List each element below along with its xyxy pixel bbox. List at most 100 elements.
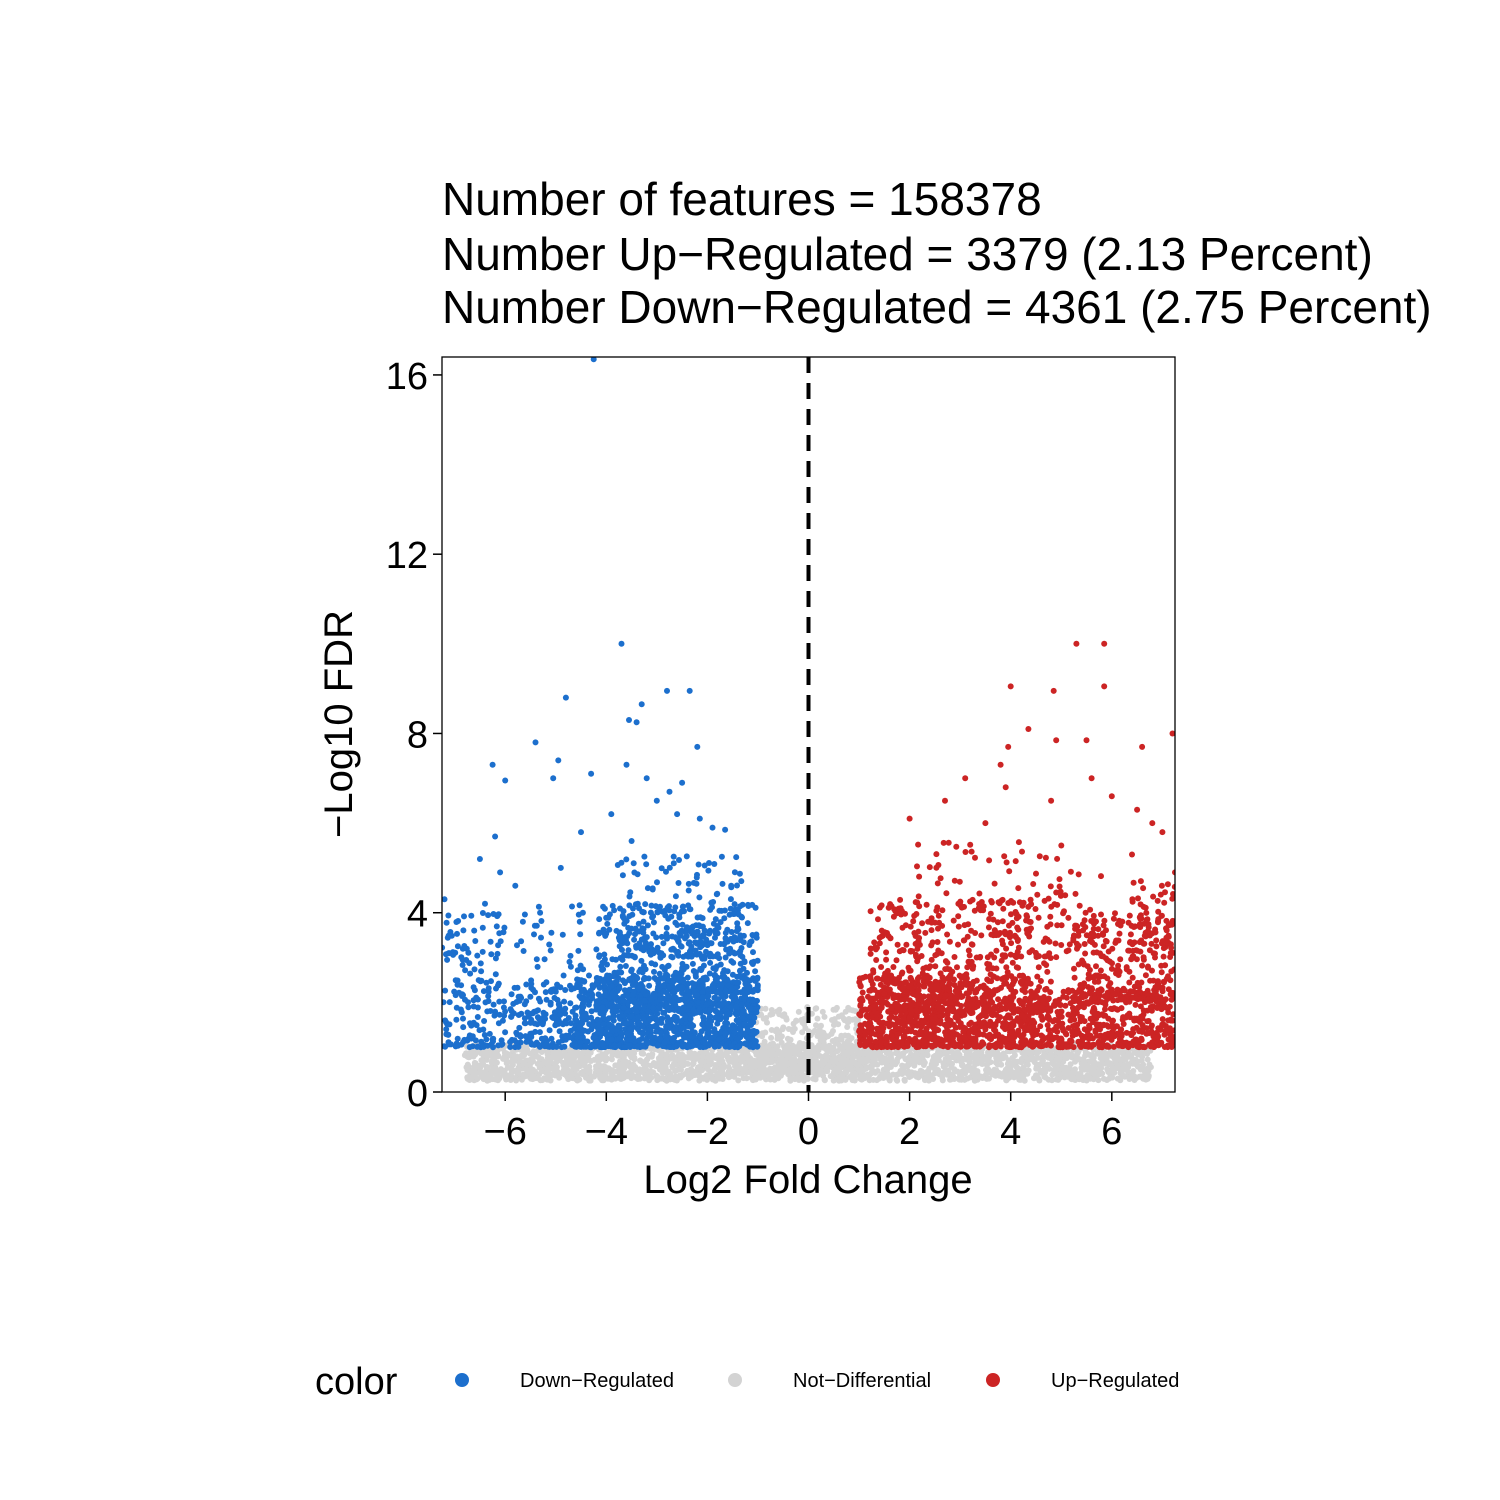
data-point (1070, 1075, 1077, 1082)
data-point (706, 970, 713, 977)
data-point (737, 937, 744, 944)
data-point (635, 1014, 642, 1021)
data-point (647, 1033, 654, 1040)
data-point (664, 687, 670, 694)
data-point (697, 1044, 704, 1050)
data-point (684, 924, 690, 931)
data-point (541, 1036, 548, 1043)
data-point (916, 1072, 923, 1079)
data-point (828, 1030, 835, 1037)
data-point (940, 1060, 947, 1067)
data-point (730, 911, 737, 917)
data-point (1108, 1069, 1115, 1075)
data-points (442, 357, 1175, 1084)
data-point (454, 977, 461, 984)
data-point (705, 867, 712, 874)
data-point (657, 996, 664, 1003)
data-point (637, 966, 644, 973)
data-point (485, 1076, 492, 1082)
data-point (511, 984, 518, 991)
data-point (492, 971, 499, 978)
data-point (653, 1072, 660, 1079)
data-point (555, 757, 562, 764)
data-point (793, 1047, 800, 1053)
data-point (888, 1051, 895, 1058)
data-point (919, 1052, 926, 1059)
data-point (530, 1073, 537, 1079)
data-point (608, 1036, 615, 1043)
data-point (628, 1065, 634, 1071)
data-point (732, 1053, 739, 1060)
data-point (696, 894, 703, 901)
data-point (557, 1020, 564, 1027)
data-point (702, 1040, 709, 1047)
data-point (470, 1067, 476, 1074)
data-point (663, 868, 669, 875)
data-point (631, 936, 638, 943)
data-point (791, 1062, 798, 1069)
data-point (563, 1069, 570, 1076)
data-point (880, 1075, 887, 1081)
data-point (531, 931, 537, 938)
data-point (557, 1012, 564, 1018)
data-point (556, 1074, 563, 1081)
data-point (648, 902, 655, 909)
data-point (527, 993, 534, 1000)
data-point (672, 919, 679, 926)
data-point (806, 1053, 813, 1059)
data-point (971, 1072, 978, 1079)
data-point (670, 1038, 676, 1045)
data-point (750, 949, 756, 956)
data-point (684, 974, 691, 981)
data-point (739, 901, 746, 908)
data-point (484, 1064, 491, 1071)
data-point (646, 982, 653, 989)
data-point (611, 907, 618, 914)
data-point (694, 871, 700, 878)
data-point (495, 982, 501, 989)
data-point (600, 903, 607, 910)
data-point (799, 1029, 806, 1036)
data-point (742, 1050, 749, 1057)
data-point (741, 1021, 748, 1028)
data-point (498, 1041, 505, 1048)
data-point (567, 1000, 574, 1007)
data-point (712, 916, 719, 923)
data-point (485, 912, 492, 919)
data-point (722, 1030, 729, 1037)
data-point (966, 1056, 973, 1063)
data-point (1053, 1056, 1060, 1063)
data-point (679, 779, 686, 786)
data-point (465, 1035, 472, 1042)
data-point (1065, 1065, 1072, 1072)
data-point (455, 1042, 461, 1049)
data-point (1091, 1068, 1098, 1075)
data-point (1107, 1049, 1114, 1056)
data-point (680, 1004, 687, 1011)
data-point (983, 1062, 990, 1068)
data-point (830, 1006, 837, 1013)
data-point (477, 978, 484, 985)
data-point (621, 1044, 628, 1051)
data-point (546, 941, 553, 948)
data-point (523, 1066, 530, 1073)
data-point (858, 1073, 865, 1079)
data-point (712, 1062, 719, 1068)
data-point (588, 1058, 594, 1064)
data-point (580, 1003, 587, 1010)
data-point (1114, 1075, 1121, 1082)
data-point (580, 966, 587, 973)
data-point (1100, 1075, 1107, 1082)
data-point (572, 1070, 579, 1077)
data-point (649, 1051, 656, 1058)
data-point (719, 993, 726, 1000)
data-point (599, 1004, 606, 1011)
data-point (626, 913, 633, 920)
data-point (657, 903, 663, 910)
data-point (791, 1056, 797, 1063)
data-point (546, 1027, 553, 1034)
data-point (731, 901, 738, 908)
data-point (593, 1063, 599, 1070)
data-point (675, 948, 682, 955)
data-point (798, 1017, 805, 1024)
